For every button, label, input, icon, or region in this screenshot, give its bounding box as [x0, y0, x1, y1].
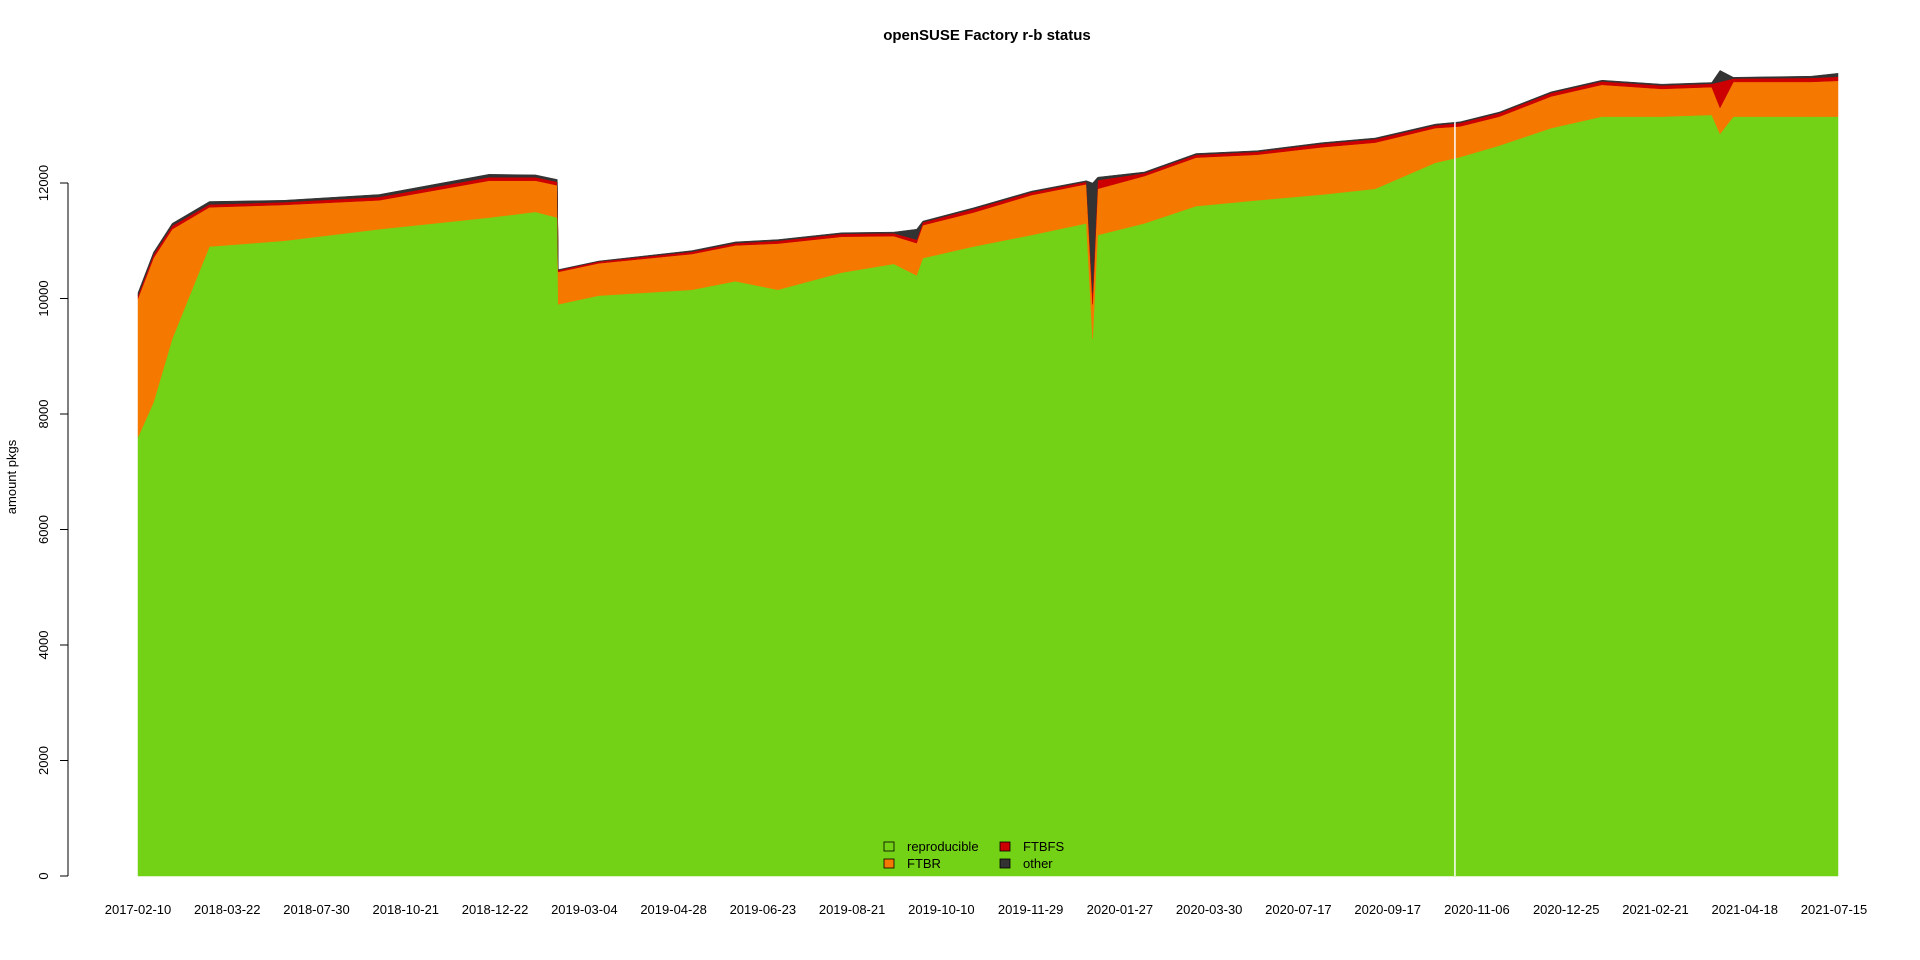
x-tick-label: 2019-10-10: [908, 902, 975, 917]
legend-label-other: other: [1023, 856, 1053, 871]
legend: reproducible FTBR FTBFS other: [883, 839, 1064, 871]
legend-label-ftbfs: FTBFS: [1023, 839, 1064, 854]
legend-swatch-other: [999, 858, 1011, 869]
y-tick-label: 4000: [36, 631, 51, 660]
y-tick-label: 2000: [36, 746, 51, 775]
x-tick-label: 2018-10-21: [373, 902, 440, 917]
y-tick-label: 6000: [36, 515, 51, 544]
x-tick-label: 2019-06-23: [730, 902, 797, 917]
series-area-other: [137, 70, 1839, 296]
legend-swatch-ftbfs: [999, 841, 1011, 852]
x-tick-label: 2018-07-30: [283, 902, 350, 917]
x-tick-label: 2018-12-22: [462, 902, 529, 917]
x-tick-label: 2019-11-29: [998, 902, 1064, 917]
y-tick-label: 10000: [36, 280, 51, 316]
x-tick-label: 2019-03-04: [551, 902, 618, 917]
x-tick-label: 2021-02-21: [1622, 902, 1689, 917]
x-tick-label: 2020-07-17: [1265, 902, 1332, 917]
legend-label-reproducible: reproducible: [907, 839, 979, 854]
legend-label-ftbr: FTBR: [907, 856, 941, 871]
x-tick-label: 2019-04-28: [640, 902, 707, 917]
y-tick-label: 8000: [36, 400, 51, 429]
x-tick-label: 2020-11-06: [1444, 902, 1510, 917]
legend-swatch-reproducible: [883, 841, 895, 852]
y-tick-label: 0: [36, 872, 51, 879]
plot-area: [137, 70, 1839, 877]
x-tick-label: 2020-12-25: [1533, 902, 1600, 917]
x-tick-label: 2019-08-21: [819, 902, 886, 917]
x-tick-label: 2020-01-27: [1087, 902, 1154, 917]
x-tick-label: 2020-03-30: [1176, 902, 1243, 917]
y-axis: 0 2000 4000 6000 8000 10000 12000: [36, 165, 69, 880]
x-tick-label: 2017-02-10: [105, 902, 172, 917]
x-axis: 2017-02-10 2018-03-22 2018-07-30 2018-10-21…: [105, 902, 1868, 917]
chart-title: openSUSE Factory r-b status: [883, 27, 1091, 44]
y-axis-label: amount pkgs: [4, 439, 19, 514]
x-tick-label: 2018-03-22: [194, 902, 261, 917]
x-tick-label: 2021-07-15: [1801, 902, 1868, 917]
legend-swatch-ftbr: [883, 858, 895, 869]
x-tick-label: 2020-09-17: [1354, 902, 1421, 917]
y-tick-label: 12000: [36, 165, 51, 201]
x-tick-label: 2021-04-18: [1711, 902, 1778, 917]
